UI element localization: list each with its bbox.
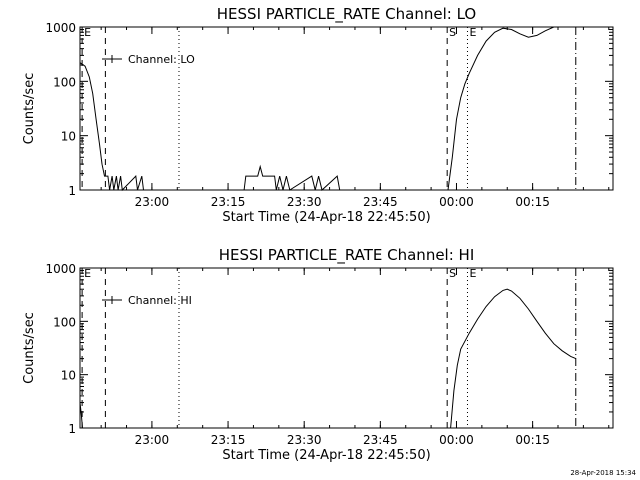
chart-0-x-axis-label: Start Time (24-Apr-18 22:45:50) xyxy=(222,210,430,225)
chart-0-y-axis-label: Counts/sec xyxy=(22,73,37,145)
chart-1-x-axis-label: Start Time (24-Apr-18 22:45:50) xyxy=(222,448,430,463)
chart-1-series-line xyxy=(79,288,576,429)
chart-1-y-tick-label: 100 xyxy=(53,315,76,329)
chart-1-title: HESSI PARTICLE_RATE Channel: HI xyxy=(219,246,475,265)
chart-1-y-axis-label: Counts/sec xyxy=(22,312,37,384)
chart-1-marker-label: S xyxy=(449,267,456,280)
chart-0-y-tick-label: 10 xyxy=(61,130,76,144)
hi-channel-panel: HESSI PARTICLE_RATE Channel: HI 1 10 100 100… xyxy=(22,246,614,463)
chart-1-marker-label: E xyxy=(469,267,476,280)
chart-0-marker-label: E xyxy=(469,26,476,39)
chart-1-y-tick-label: 1 xyxy=(68,422,76,436)
chart-0-title: HESSI PARTICLE_RATE Channel: LO xyxy=(217,5,476,24)
chart-0-marker-label: S xyxy=(449,26,456,39)
generation-timestamp: 28-Apr-2018 15:34 xyxy=(570,469,636,477)
chart-0-marker-label: E xyxy=(84,26,91,39)
chart-1-marker-label: E xyxy=(84,267,91,280)
chart-1-x-tick-label: 23:15 xyxy=(211,433,246,447)
chart-0-x-tick-label: 23:30 xyxy=(287,195,322,209)
chart-1-y-tick-label: 10 xyxy=(61,369,76,383)
chart-0-y-tick-label: 1 xyxy=(68,184,76,198)
chart-0-series-line xyxy=(79,26,576,192)
chart-1-x-tick-label: 00:15 xyxy=(515,433,550,447)
lo-channel-panel: HESSI PARTICLE_RATE Channel: LO 1 10 100 100… xyxy=(22,5,614,225)
chart-0-plot-frame xyxy=(79,26,614,191)
chart-0-x-tick-label: 23:15 xyxy=(211,195,246,209)
chart-0-y-tick-label: 100 xyxy=(53,75,76,89)
chart-1-x-tick-label: 23:45 xyxy=(363,433,398,447)
chart-0-x-tick-label: 00:15 xyxy=(515,195,550,209)
chart-0-x-tick-label: 23:45 xyxy=(363,195,398,209)
chart-0-x-tick-label: 23:00 xyxy=(135,195,170,209)
chart-1-legend-entry: Channel: HI xyxy=(128,294,192,307)
chart-1-y-tick-label: 1000 xyxy=(45,262,76,276)
chart-1-x-tick-label: 00:00 xyxy=(439,433,474,447)
chart-1-plot-frame xyxy=(79,267,614,429)
chart-0-y-tick-label: 1000 xyxy=(45,21,76,35)
chart-1-x-tick-label: 23:30 xyxy=(287,433,322,447)
chart-0-x-tick-label: 00:00 xyxy=(439,195,474,209)
chart-1-x-tick-label: 23:00 xyxy=(135,433,170,447)
chart-0-legend-entry: Channel: LO xyxy=(128,53,195,66)
